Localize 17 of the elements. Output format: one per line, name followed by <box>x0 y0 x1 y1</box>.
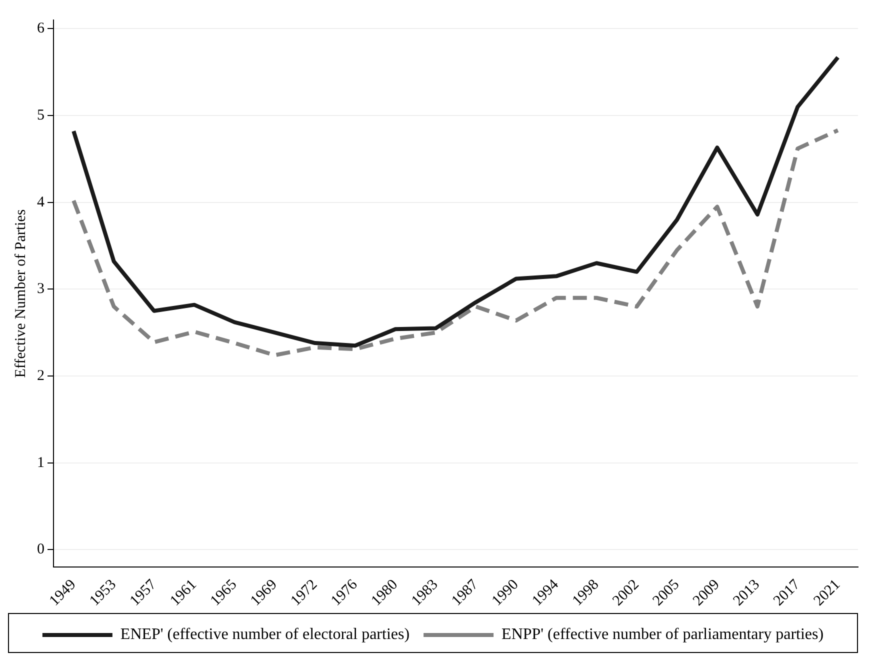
x-tick-label: 1972 <box>288 576 321 610</box>
line-series <box>72 128 840 358</box>
y-tick-label: 3 <box>37 281 44 298</box>
x-tick-label: 1990 <box>489 576 522 610</box>
y-tick-label: 2 <box>37 368 44 384</box>
y-tick-label: 5 <box>37 107 44 124</box>
legend-label: ENPP' (effective number of parliamentary parties) <box>502 626 824 644</box>
y-tick-label: 4 <box>37 194 45 210</box>
legend-label: ENEP' (effective number of electoral parties) <box>120 626 410 644</box>
x-tick-label: 1980 <box>368 576 402 610</box>
x-tick-label: 1949 <box>46 576 80 610</box>
x-tick-label: 1961 <box>167 576 200 610</box>
y-tick-label: 1 <box>37 454 44 471</box>
x-tick-label: 1969 <box>248 576 280 610</box>
y-axis-title: Effective Number of Parties <box>12 209 29 378</box>
y-tick-label: 0 <box>37 542 44 558</box>
y-tick-label: 6 <box>37 20 45 37</box>
